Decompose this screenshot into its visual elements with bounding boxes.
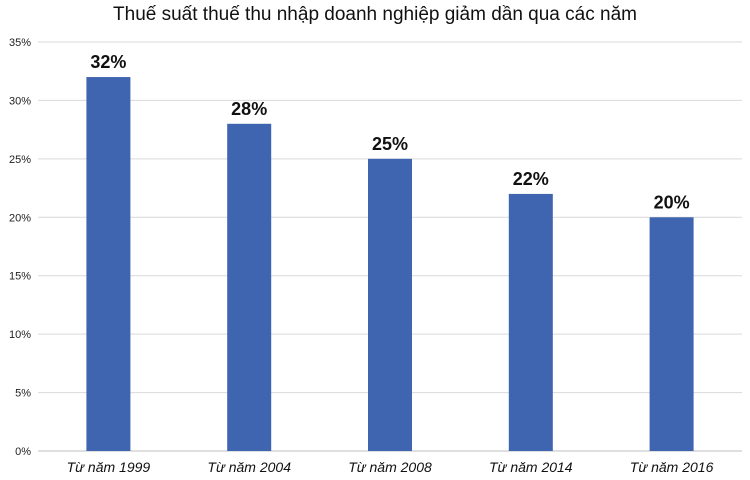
x-category-label: Từ năm 2008 (348, 459, 432, 475)
bar (508, 193, 553, 451)
chart-title: Thuế suất thuế thu nhập doanh nghiệp giả… (113, 4, 637, 25)
bar (227, 123, 272, 452)
bars (86, 77, 694, 452)
x-category-label: Từ năm 2014 (489, 459, 573, 475)
y-tick-label: 10% (9, 329, 31, 341)
data-labels: 32% 28% 25% 22% 20% (90, 52, 689, 212)
x-category-label: Từ năm 2016 (630, 459, 714, 475)
y-tick-label: 30% (9, 95, 31, 107)
bar-value-label: 32% (90, 52, 126, 72)
y-tick-label: 25% (9, 154, 31, 166)
bar-value-label: 25% (372, 134, 408, 154)
bar-value-label: 28% (231, 99, 267, 119)
x-axis-categories: Từ năm 1999 Từ năm 2004 Từ năm 2008 Từ năm … (67, 459, 714, 475)
bar (368, 158, 412, 451)
x-category-label: Từ năm 1999 (67, 459, 151, 475)
bar (86, 77, 131, 452)
y-tick-label: 5% (15, 388, 31, 400)
bar (649, 217, 694, 451)
y-tick-label: 35% (9, 37, 31, 49)
y-tick-label: 0% (15, 446, 31, 458)
y-tick-label: 20% (9, 212, 31, 224)
bar-value-label: 22% (513, 169, 549, 189)
y-tick-label: 15% (9, 271, 31, 283)
x-category-label: Từ năm 2004 (207, 459, 291, 475)
bar-value-label: 20% (654, 192, 690, 212)
y-axis-ticks: 0% 5% 10% 15% 20% 25% 30% 35% (9, 37, 31, 458)
